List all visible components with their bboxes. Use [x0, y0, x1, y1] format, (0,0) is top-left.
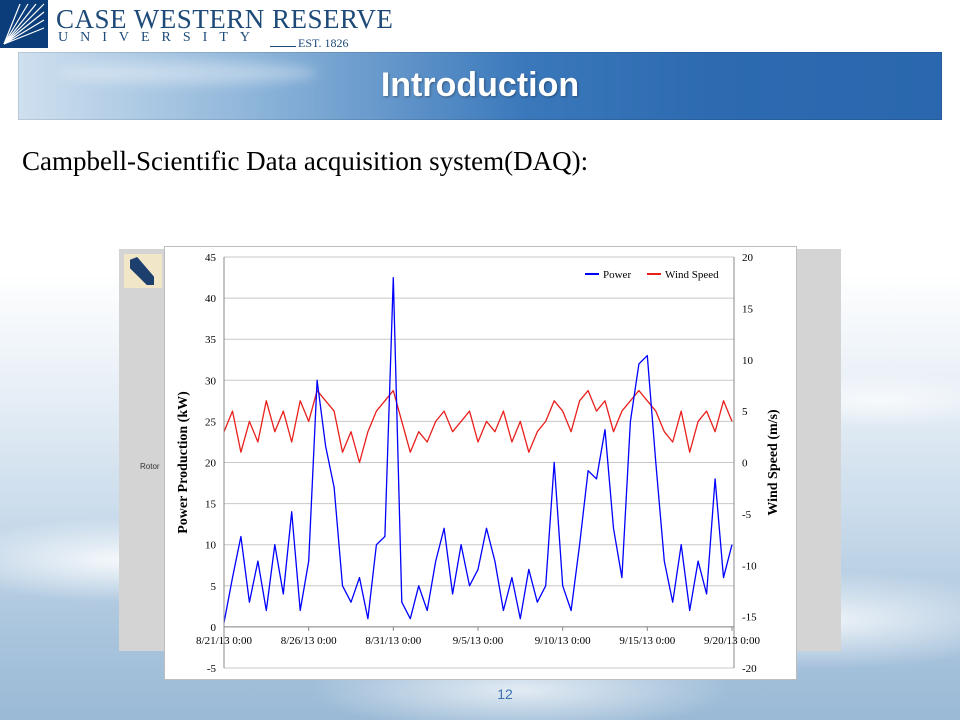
y-tick-label: 20	[205, 458, 217, 470]
y2-axis-title: Wind Speed (m/s)	[766, 409, 781, 516]
y2-tick-label: -20	[742, 663, 757, 675]
university-subtitle: UNIVERSITY	[58, 30, 262, 45]
y-tick-label: -5	[207, 663, 217, 675]
university-established: EST. 1826	[298, 36, 349, 50]
university-seal-icon	[0, 0, 48, 48]
power-series	[223, 276, 733, 623]
y-tick-label: 5	[211, 581, 217, 593]
x-tick-label: 9/5/13 0:00	[453, 635, 504, 647]
y2-tick-label: 10	[742, 355, 754, 367]
slide-subtitle: Campbell-Scientific Data acquisition sys…	[22, 146, 589, 176]
university-name: CASE WESTERN RESERVE	[56, 4, 394, 34]
slide-title: Introduction	[380, 66, 580, 104]
y2-tick-label: -15	[742, 612, 757, 624]
x-tick-label: 9/15/13 0:00	[619, 635, 675, 647]
x-tick-label: 8/31/13 0:00	[365, 635, 421, 647]
title-banner: Introduction	[18, 52, 942, 120]
power-line	[223, 276, 733, 623]
y-tick-label: 25	[205, 416, 217, 428]
y-tick-label: 0	[211, 622, 217, 634]
logo-rule	[270, 46, 296, 47]
chart-legend: Power Wind Speed	[585, 269, 719, 281]
legend-power-label: Power	[603, 269, 631, 281]
wind-speed-line	[223, 389, 733, 464]
y-tick-label: 10	[205, 540, 217, 552]
y2-tick-label: -5	[742, 509, 752, 521]
y-tick-label: 30	[205, 375, 217, 387]
chart-svg: 45 40 35 30 25 20 15 10 5 0 -5 20 15 10 5 0 -5 -10 -15 -20 8…	[176, 252, 781, 675]
wind-speed-series	[223, 389, 733, 464]
legend-wind-label: Wind Speed	[665, 269, 719, 281]
background-logo-icon	[124, 254, 162, 288]
background-label: Rotor	[140, 462, 160, 471]
y-tick-label: 45	[205, 252, 217, 264]
y2-tick-label: 0	[742, 458, 748, 470]
chart-axes: 45 40 35 30 25 20 15 10 5 0 -5 20 15 10 5 0 -5 -10 -15 -20 8…	[176, 252, 781, 675]
x-tick-label: 8/26/13 0:00	[281, 635, 337, 647]
y2-tick-label: 15	[742, 303, 754, 315]
y-tick-label: 40	[205, 293, 217, 305]
y2-tick-label: 5	[742, 406, 748, 418]
y-axis-title: Power Production (kW)	[176, 391, 191, 534]
x-tick-label: 9/10/13 0:00	[535, 635, 591, 647]
y2-tick-label: 20	[742, 252, 754, 264]
page-number: 12	[497, 686, 513, 702]
y2-tick-label: -10	[742, 560, 757, 572]
y-tick-label: 15	[205, 499, 217, 511]
power-wind-chart: 45 40 35 30 25 20 15 10 5 0 -5 20 15 10 5 0 -5 -10 -15 -20 8…	[164, 246, 797, 680]
y-tick-label: 35	[205, 334, 217, 346]
x-tick-label: 8/21/13 0:00	[196, 635, 252, 647]
x-tick-label: 9/20/13 0:00	[704, 635, 760, 647]
